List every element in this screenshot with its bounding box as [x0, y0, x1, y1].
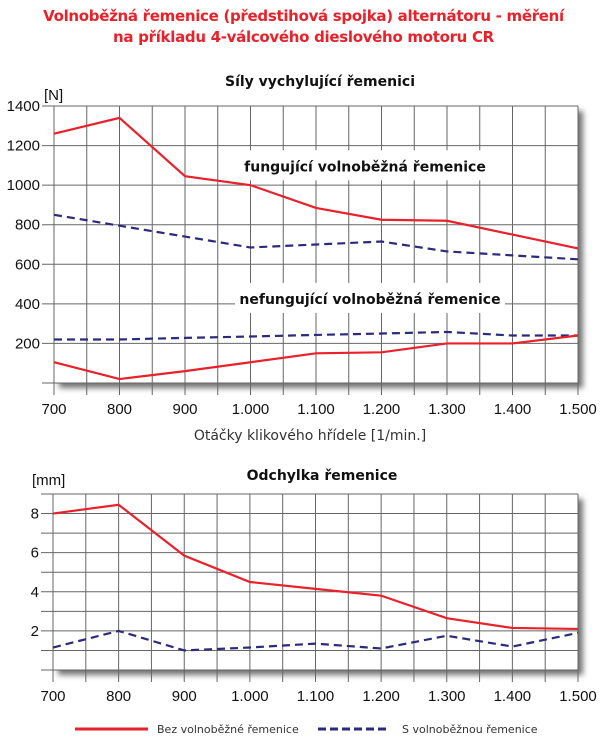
x-tick-label: 900 [172, 401, 197, 418]
x-tick-label: 1.400 [494, 401, 532, 418]
annotation-bg [235, 282, 505, 313]
x-tick-label: 1.400 [494, 688, 532, 705]
y-tick-label: 1000 [7, 177, 40, 194]
x-tick-label: 900 [172, 688, 197, 705]
chart1: 200 400 600 800 1000 1200 1400 700 800 900 1.000 1.… [7, 98, 597, 418]
series-line [53, 116, 579, 250]
x-tick-label: 1.200 [363, 401, 401, 418]
y-tick-label: 2 [31, 623, 39, 640]
y-tick-label: 4 [31, 584, 39, 601]
chart1-ylabel: [N] [44, 87, 63, 104]
annotation-label: nefungující volnoběžná řemenice [239, 292, 500, 308]
x-tick-label: 1.100 [297, 401, 335, 418]
series-line [52, 503, 579, 631]
title-line-1: Volnoběžná řemenice (předstihová spojka)… [43, 7, 564, 25]
chart2-ylabel: [mm] [32, 472, 65, 489]
chart2: 2 4 6 8 700 800 900 1.000 1.100 1.200 1.300 1.400 1.… [31, 493, 597, 705]
chart1-title: Síly vychylující řemenici [225, 74, 415, 90]
x-tick-label: 1.000 [232, 401, 270, 418]
legend: Bez volnoběžné řemenice S volnoběžnou ře… [75, 723, 538, 736]
series-line [53, 213, 579, 261]
legend-label-0: Bez volnoběžné řemenice [157, 723, 299, 736]
y-tick-label: 1200 [7, 138, 40, 155]
y-tick-label: 400 [15, 296, 40, 313]
x-tick-label: 1.200 [362, 688, 400, 705]
chart1-xlabel: Otáčky klikového hřídele [1/min.] [194, 428, 426, 444]
y-tick-label: 8 [31, 506, 39, 523]
y-tick-label: 1400 [7, 98, 40, 115]
x-tick-label: 700 [41, 401, 66, 418]
x-tick-label: 800 [107, 401, 132, 418]
x-tick-label: 1.500 [559, 688, 597, 705]
x-tick-label: 1.300 [428, 688, 466, 705]
x-tick-label: 700 [40, 688, 65, 705]
annotation-label: fungující volnoběžná řemenice [244, 159, 486, 175]
annotation-bg [245, 150, 485, 181]
chart2-title: Odchylka řemenice [247, 468, 398, 484]
legend-label-1: S volnoběžnou řemenice [402, 723, 538, 736]
x-tick-label: 1.100 [297, 688, 335, 705]
y-tick-label: 200 [15, 335, 40, 352]
x-tick-label: 800 [106, 688, 131, 705]
y-tick-label: 800 [15, 217, 40, 234]
series-line [54, 330, 578, 341]
figure-title: Volnoběžná řemenice (předstihová spojka)… [0, 6, 607, 48]
x-tick-label: 1.000 [231, 688, 269, 705]
series-line [52, 629, 579, 652]
series-line [53, 334, 579, 381]
x-tick-label: 1.500 [559, 401, 597, 418]
y-tick-label: 6 [31, 545, 39, 562]
x-tick-label: 1.300 [428, 401, 466, 418]
title-line-2: na příkladu 4-válcového dieslového motor… [113, 28, 494, 46]
y-tick-label: 600 [15, 256, 40, 273]
